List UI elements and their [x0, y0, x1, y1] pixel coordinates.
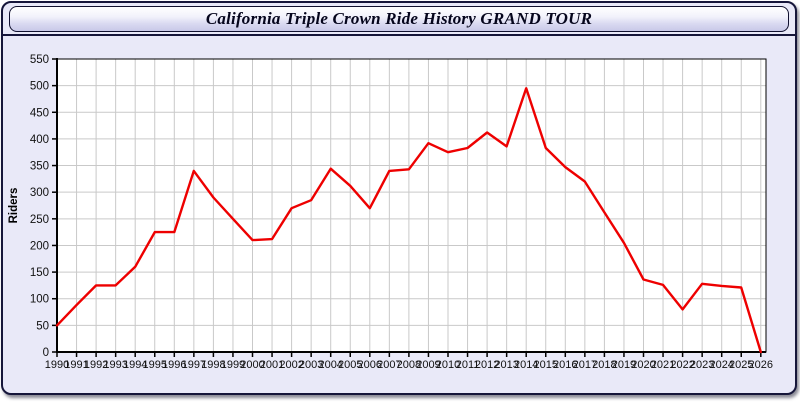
x-tick-label: 2022 — [670, 359, 694, 371]
y-axis-title: Riders — [8, 188, 20, 224]
plot-area — [57, 59, 766, 352]
x-tick-label: 2013 — [494, 359, 518, 371]
x-tick-label: 2025 — [729, 359, 753, 371]
x-tick-label: 2010 — [436, 359, 460, 371]
x-tick-label: 1995 — [143, 359, 167, 371]
x-tick-label: 2018 — [592, 359, 616, 371]
x-tick-label: 2026 — [749, 359, 773, 371]
x-tick-label: 2002 — [279, 359, 303, 371]
x-tick-label: 2011 — [456, 359, 480, 371]
x-tick-label: 2020 — [631, 359, 655, 371]
x-tick-label: 1992 — [84, 359, 108, 371]
x-tick-label: 2005 — [338, 359, 362, 371]
x-tick-label: 1994 — [123, 359, 147, 371]
title-bar: California Triple Crown Ride History GRA… — [9, 6, 789, 32]
y-tick-label: 100 — [30, 294, 49, 306]
x-tick-label: 1991 — [64, 359, 88, 371]
y-tick-label: 300 — [30, 187, 49, 199]
x-tick-label: 1990 — [45, 359, 69, 371]
x-tick-label: 2008 — [397, 359, 421, 371]
x-tick-label: 2001 — [260, 359, 284, 371]
x-tick-label: 2007 — [377, 359, 401, 371]
y-tick-label: 400 — [30, 134, 49, 146]
x-tick-label: 1997 — [182, 359, 206, 371]
x-tick-label: 1998 — [201, 359, 225, 371]
x-tick-label: 1996 — [162, 359, 186, 371]
y-tick-label: 500 — [30, 81, 49, 93]
x-tick-label: 1999 — [221, 359, 245, 371]
x-tick-label: 2004 — [318, 359, 342, 371]
y-tick-label: 50 — [36, 320, 49, 332]
x-tick-label: 2021 — [651, 359, 675, 371]
y-tick-label: 250 — [30, 214, 49, 226]
x-tick-label: 2017 — [573, 359, 597, 371]
x-tick-label: 2003 — [299, 359, 323, 371]
y-tick-label: 450 — [30, 107, 49, 119]
series-line-riders — [55, 87, 762, 354]
header-divider — [1, 34, 797, 36]
x-tick-label: 2015 — [534, 359, 558, 371]
x-tick-label: 2000 — [240, 359, 264, 371]
x-tick-label: 2024 — [709, 359, 733, 371]
x-tick-label: 2023 — [690, 359, 714, 371]
y-tick-label: 550 — [30, 54, 49, 66]
page-title: California Triple Crown Ride History GRA… — [205, 9, 593, 28]
y-tick-label: 200 — [30, 240, 49, 252]
x-tick-label: 2019 — [612, 359, 636, 371]
x-tick-label: 1993 — [103, 359, 127, 371]
x-tick-label: 2016 — [553, 359, 577, 371]
x-tick-label: 2014 — [514, 359, 538, 371]
x-tick-label: 2009 — [416, 359, 440, 371]
y-tick-label: 350 — [30, 161, 49, 173]
x-tick-label: 2012 — [475, 359, 499, 371]
y-tick-label: 150 — [30, 267, 49, 279]
x-tick-label: 2006 — [358, 359, 382, 371]
y-tick-label: 0 — [43, 347, 49, 359]
